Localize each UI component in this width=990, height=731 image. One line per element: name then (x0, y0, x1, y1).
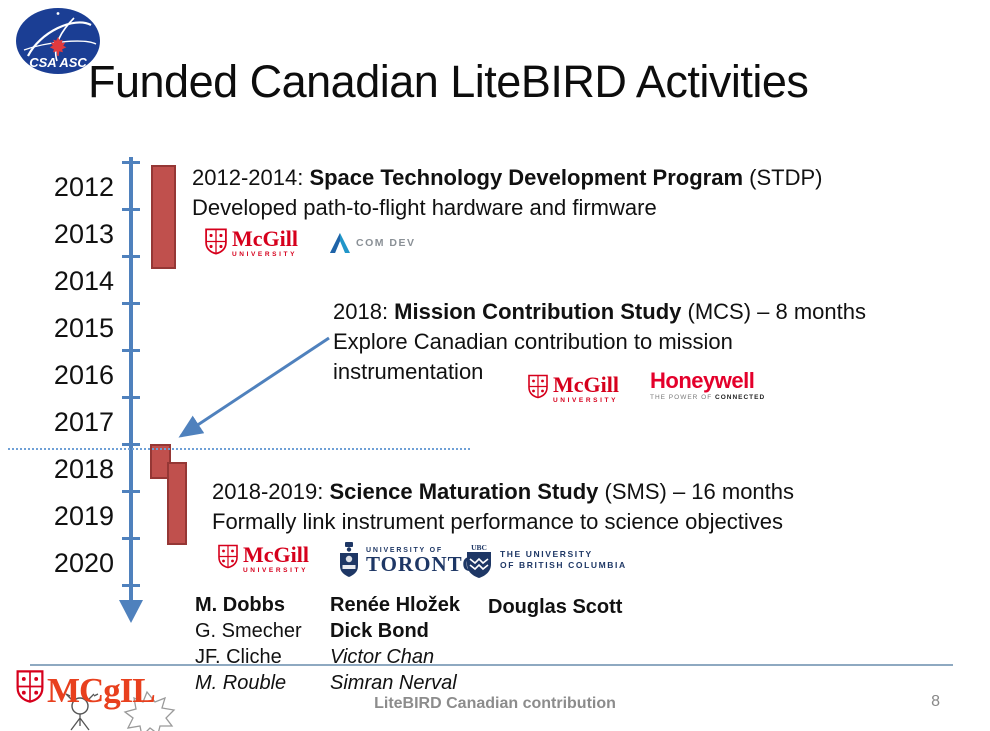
timeline-tick (122, 302, 140, 305)
timeline-year-label: 2012 (53, 172, 114, 202)
timeline-year-label: 2016 (53, 360, 114, 390)
timeline-arrowhead-icon (119, 600, 143, 623)
ubc-shield-label: UBC (471, 543, 487, 552)
mcgil-sketch-icon (65, 690, 176, 731)
timeline-year-label: 2013 (53, 219, 114, 249)
bar-mcs (150, 444, 171, 479)
footer-title: LiteBIRD Canadian contribution (374, 695, 616, 712)
timeline-tick (122, 490, 140, 493)
timeline-year-label: 2015 (53, 313, 114, 343)
event-stdp: 2012-2014: Space Technology Development … (192, 163, 962, 223)
person-name: Simran Nerval (330, 672, 457, 694)
person-name: JF. Cliche (195, 646, 282, 668)
person-name: Victor Chan (330, 646, 435, 668)
mcgill-logo: McGill UNIVERSITY (205, 228, 298, 258)
csa-logo: CSA ASC (12, 4, 104, 81)
event-mcs: 2018: Mission Contribution Study (MCS) –… (333, 297, 953, 387)
ubc-shield-icon: UBC (467, 542, 491, 578)
mcgill-shield-icon (16, 670, 44, 703)
mcgil-lab-wordmark: MCgIL (47, 671, 156, 710)
dotted-2018-divider (8, 448, 470, 450)
annotation-arrow-icon (178, 336, 330, 438)
mcgill-logo: McGill UNIVERSITY (528, 374, 619, 404)
timeline-year-label: 2018 (53, 454, 114, 484)
person-name: M. Dobbs (195, 594, 285, 616)
maple-leaf-icon (49, 37, 67, 57)
timeline-tick (122, 255, 140, 258)
person-name: G. Smecher (195, 620, 302, 642)
toronto-logo: UNIVERSITY OF TORONTO (338, 541, 480, 579)
timeline-tick (122, 537, 140, 540)
timeline-tick (122, 584, 140, 587)
mcgill-logo: McGill UNIVERSITY (218, 544, 309, 574)
timeline-year-label: 2020 (53, 548, 114, 578)
csa-logo-icon: CSA ASC (16, 8, 100, 74)
page-number: 8 (931, 693, 940, 710)
timeline-year-label: 2017 (53, 407, 114, 437)
toronto-team-list: Renée Hložek Dick Bond Victor Chan Simra… (330, 592, 460, 696)
bar-sms (167, 462, 187, 545)
timeline-tick (122, 208, 140, 211)
honeywell-logo: Honeywell THE POWER OF CONNECTED (650, 368, 766, 401)
event-stdp-description: Developed path-to-flight hardware and fi… (192, 195, 657, 220)
mcgill-shield-icon (528, 374, 548, 399)
timeline-tick (122, 396, 140, 399)
event-stdp-heading: 2012-2014: Space Technology Development … (192, 165, 823, 190)
person-name: Douglas Scott (488, 596, 623, 618)
timeline-axis (129, 157, 133, 602)
event-mcs-description: Explore Canadian contribution to mission… (333, 329, 733, 384)
person-name: Dick Bond (330, 620, 429, 642)
event-sms: 2018-2019: Science Maturation Study (SMS… (212, 477, 952, 537)
event-sms-heading: 2018-2019: Science Maturation Study (SMS… (212, 479, 795, 504)
mcgill-wordmark: McGill (232, 226, 298, 251)
mcgill-shield-icon (205, 228, 227, 255)
slide-title: Funded Canadian LiteBIRD Activities (88, 56, 809, 107)
footer-divider (30, 664, 953, 666)
person-name: Renée Hložek (330, 594, 461, 616)
mcgil-lab-logo: MCgIL (16, 670, 206, 731)
timeline-tick (122, 443, 140, 446)
mcgill-wordmark: McGill (553, 372, 619, 397)
bar-stdp (151, 165, 176, 269)
toronto-crest-icon (340, 542, 358, 577)
csa-label: CSA ASC (29, 55, 87, 70)
ubc-team-list: Douglas Scott (488, 594, 622, 620)
timeline-tick (122, 161, 140, 164)
mcgill-shield-icon (218, 544, 238, 569)
ubc-logo: UBC THE UNIVERSITY OF BRITISH COLUMBIA (466, 541, 627, 579)
person-name: M. Rouble (195, 672, 287, 694)
comdev-logo: COM DEV (328, 232, 416, 254)
mcgill-team-list: M. Dobbs G. Smecher JF. Cliche M. Rouble (195, 592, 302, 696)
timeline-tick (122, 349, 140, 352)
timeline-year-label: 2019 (53, 501, 114, 531)
event-sms-description: Formally link instrument performance to … (212, 509, 784, 534)
mcgill-wordmark: McGill (243, 542, 309, 567)
event-mcs-heading: 2018: Mission Contribution Study (MCS) –… (333, 299, 866, 324)
timeline-year-label: 2014 (53, 266, 114, 296)
comdev-triangle-icon (330, 233, 350, 253)
